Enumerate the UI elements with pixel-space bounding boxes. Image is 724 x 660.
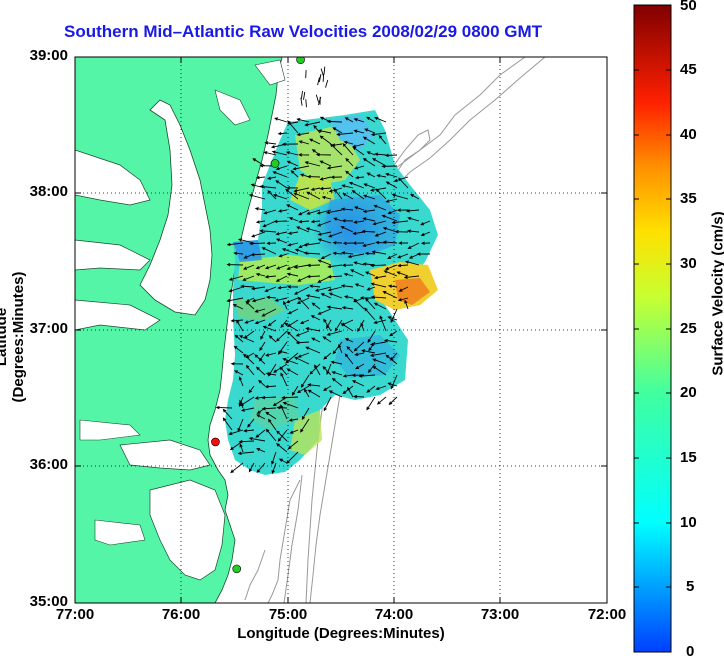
xtick-label: 74:00 [364, 606, 424, 623]
station-marker [211, 438, 219, 446]
x-axis-label: Longitude (Degrees:Minutes) [75, 625, 607, 642]
colorbar-tick-label: 45 [680, 61, 697, 78]
colorbar-tick-label: 20 [680, 384, 697, 401]
xtick-label: 73:00 [470, 606, 530, 623]
colorbar-tick-label: 40 [680, 126, 697, 143]
xtick-label: 77:00 [45, 606, 105, 623]
station-marker [233, 565, 241, 573]
colorbar-tick-label: 35 [680, 190, 697, 207]
station-marker [271, 159, 279, 167]
y-axis-label: Latitude (Degrees:Minutes) [0, 247, 27, 427]
ytick-label: 38:00 [8, 183, 68, 200]
colorbar-label: Surface Velocity (cm/s) [710, 204, 724, 384]
colorbar-tick-label: 10 [680, 514, 697, 531]
colorbar [634, 5, 671, 652]
xtick-label: 76:00 [151, 606, 211, 623]
ytick-label: 36:00 [8, 456, 68, 473]
colorbar-tick-label: 15 [680, 449, 697, 466]
xtick-label: 75:00 [258, 606, 318, 623]
colorbar-tick-label: 50 [680, 0, 697, 14]
colorbar-tick-label: 30 [680, 255, 697, 272]
ytick-label: 39:00 [8, 47, 68, 64]
colorbar-tick-label: 5 [686, 578, 694, 595]
colorbar-tick-label: 25 [680, 320, 697, 337]
xtick-label: 72:00 [577, 606, 637, 623]
colorbar-tick-label: 0 [686, 643, 694, 660]
